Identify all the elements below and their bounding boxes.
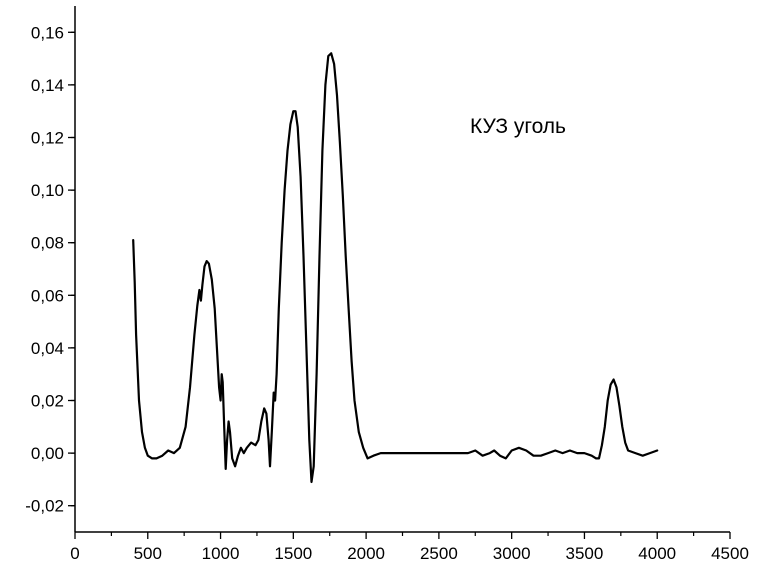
x-tick-label: 500 [134, 544, 162, 563]
y-tick-label: 0,04 [31, 339, 64, 358]
y-tick-label: 0,14 [31, 76, 64, 95]
plot-area [132, 52, 659, 484]
x-tick-label: 2000 [347, 544, 385, 563]
x-tick-label: 0 [70, 544, 79, 563]
y-axis-ticks: -0,02 0,00 0,02 0,04 0,06 0,08 0,10 0,12 0,14 0,1… [25, 23, 75, 516]
y-tick-label: 0,10 [31, 181, 64, 200]
y-tick-label: 0,16 [31, 23, 64, 42]
x-tick-label: 2500 [420, 544, 458, 563]
x-tick-label: 1500 [274, 544, 312, 563]
series-line [132, 52, 659, 484]
x-tick-label: 3000 [493, 544, 531, 563]
x-tick-label: 4500 [711, 544, 749, 563]
y-tick-label: 0,06 [31, 286, 64, 305]
y-tick-label: -0,02 [25, 497, 64, 516]
x-tick-label: 4000 [638, 544, 676, 563]
y-tick-label: 0,02 [31, 392, 64, 411]
chart-annotation: КУЗ уголь [470, 115, 566, 138]
x-tick-label: 1000 [202, 544, 240, 563]
y-tick-label: 0,12 [31, 129, 64, 148]
x-axis-ticks: 0 500 1000 1500 2000 2500 3000 3500 4000 4500 [70, 532, 749, 563]
x-tick-label: 3500 [566, 544, 604, 563]
y-tick-label: 0,00 [31, 444, 64, 463]
y-tick-label: 0,08 [31, 234, 64, 253]
